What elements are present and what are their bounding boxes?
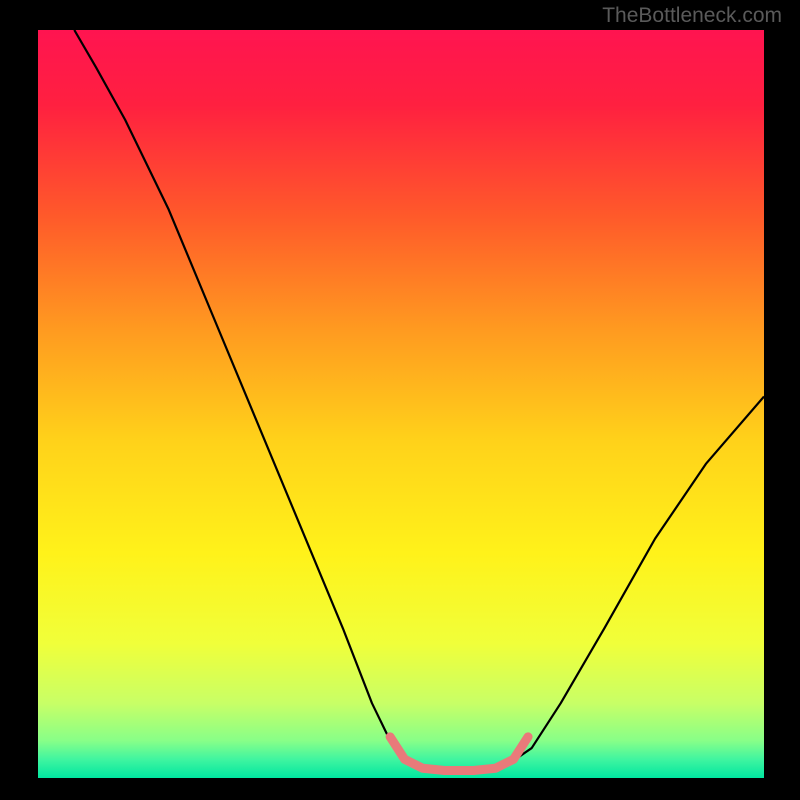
- plot-area: [38, 30, 764, 778]
- gradient-background: [38, 30, 764, 778]
- watermark-text: TheBottleneck.com: [602, 4, 782, 28]
